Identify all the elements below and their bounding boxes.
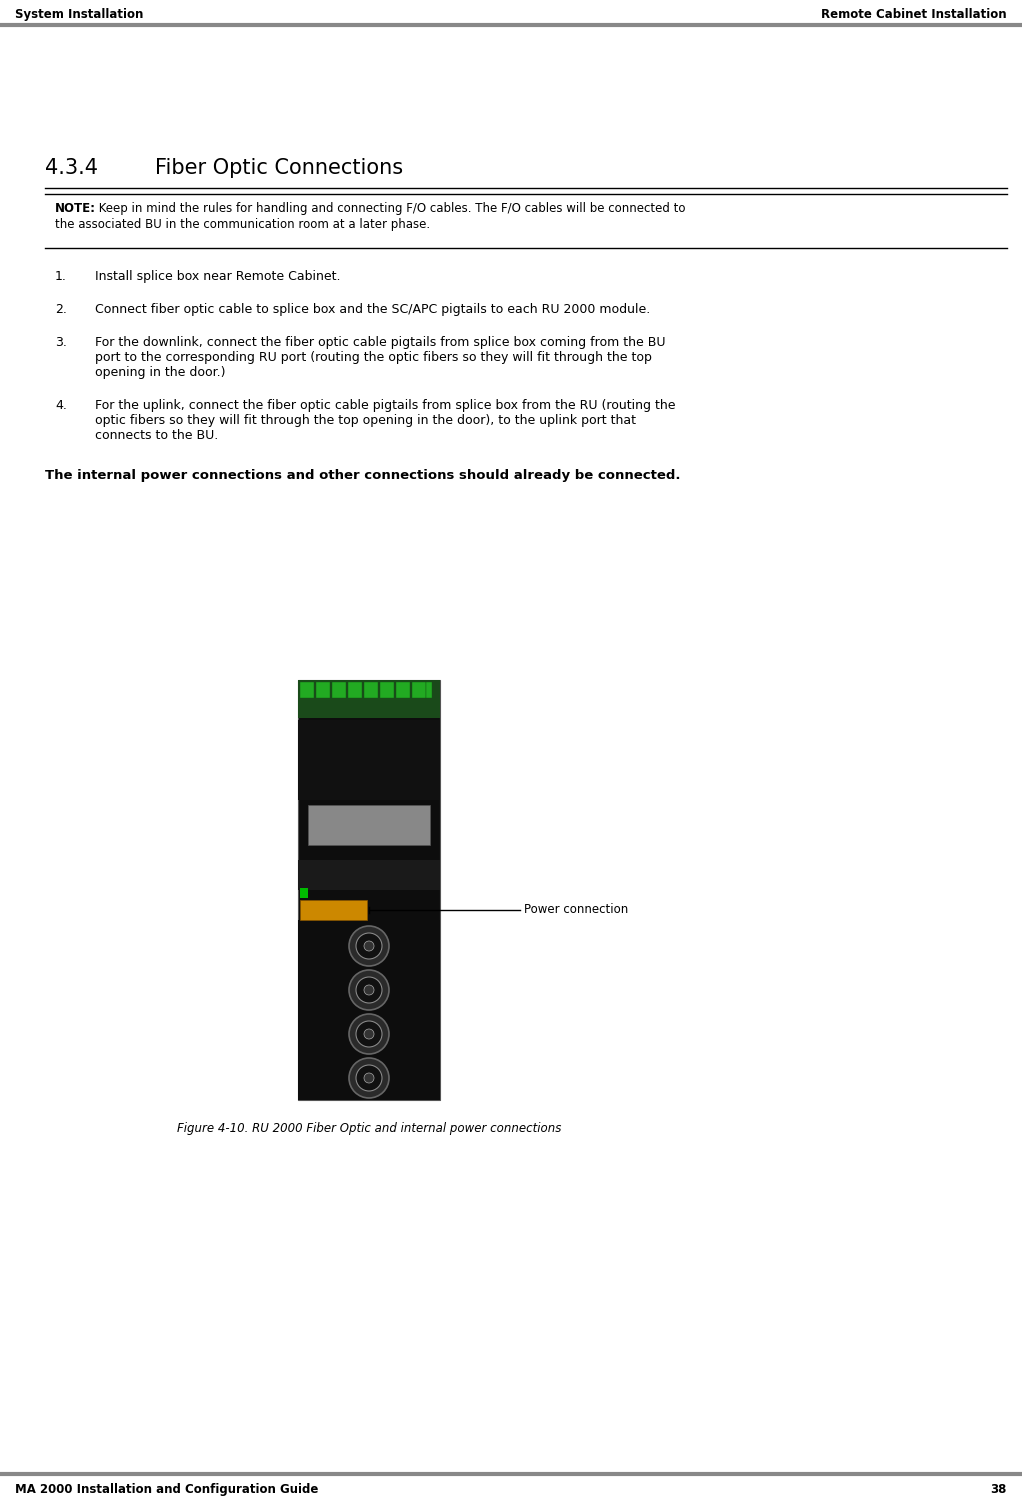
Text: NOTE:: NOTE: (55, 202, 96, 215)
Bar (396, 682, 410, 699)
Text: connects to the BU.: connects to the BU. (95, 429, 219, 441)
Text: port to the corresponding RU port (routing the optic fibers so they will fit thr: port to the corresponding RU port (routi… (95, 352, 652, 364)
Text: Connect fiber optic cable to splice box and the SC/APC pigtails to each RU 2000 : Connect fiber optic cable to splice box … (95, 304, 650, 316)
Circle shape (364, 1029, 374, 1040)
Bar (300, 889, 308, 898)
Text: Remote Cabinet Installation: Remote Cabinet Installation (822, 7, 1007, 21)
Bar (300, 901, 367, 920)
Circle shape (356, 1065, 382, 1091)
Circle shape (364, 1073, 374, 1083)
Bar (316, 682, 330, 699)
Text: 4.: 4. (55, 399, 66, 411)
Text: For the uplink, connect the fiber optic cable pigtails from splice box from the : For the uplink, connect the fiber optic … (95, 399, 676, 411)
Text: Install splice box near Remote Cabinet.: Install splice box near Remote Cabinet. (95, 269, 340, 283)
Circle shape (356, 977, 382, 1002)
Text: The internal power connections and other connections should already be connected: The internal power connections and other… (45, 470, 681, 482)
Text: 4.3.4: 4.3.4 (45, 159, 98, 178)
Bar (364, 682, 378, 699)
Bar (298, 860, 440, 890)
Bar (298, 681, 440, 718)
Circle shape (349, 926, 389, 966)
Text: opening in the door.): opening in the door.) (95, 367, 226, 378)
Bar (349, 682, 362, 699)
Circle shape (349, 1014, 389, 1055)
Text: System Installation: System Installation (15, 7, 143, 21)
Text: Power connection: Power connection (524, 902, 629, 916)
Bar (380, 682, 394, 699)
Text: Figure 4-10. RU 2000 Fiber Optic and internal power connections: Figure 4-10. RU 2000 Fiber Optic and int… (177, 1122, 561, 1135)
Circle shape (349, 1058, 389, 1098)
Text: Fiber Optic Connections: Fiber Optic Connections (155, 159, 403, 178)
Circle shape (364, 941, 374, 951)
Text: 3.: 3. (55, 337, 66, 349)
Text: 2.: 2. (55, 304, 66, 316)
Text: Keep in mind the rules for handling and connecting F/O cables. The F/O cables wi: Keep in mind the rules for handling and … (95, 202, 686, 215)
Text: the associated BU in the communication room at a later phase.: the associated BU in the communication r… (55, 218, 430, 230)
Text: optic fibers so they will fit through the top opening in the door), to the uplin: optic fibers so they will fit through th… (95, 414, 636, 426)
Bar (298, 681, 440, 1100)
Bar (298, 720, 440, 800)
Circle shape (356, 1020, 382, 1047)
Bar (300, 682, 314, 699)
Text: 1.: 1. (55, 269, 66, 283)
Circle shape (349, 969, 389, 1010)
Text: For the downlink, connect the fiber optic cable pigtails from splice box coming : For the downlink, connect the fiber opti… (95, 337, 665, 349)
Circle shape (364, 984, 374, 995)
Bar (332, 682, 346, 699)
Bar (298, 920, 440, 1100)
Bar (412, 682, 426, 699)
Circle shape (356, 934, 382, 959)
Bar (426, 682, 432, 699)
Bar (308, 805, 430, 845)
Text: 38: 38 (990, 1483, 1007, 1496)
Text: MA 2000 Installation and Configuration Guide: MA 2000 Installation and Configuration G… (15, 1483, 319, 1496)
